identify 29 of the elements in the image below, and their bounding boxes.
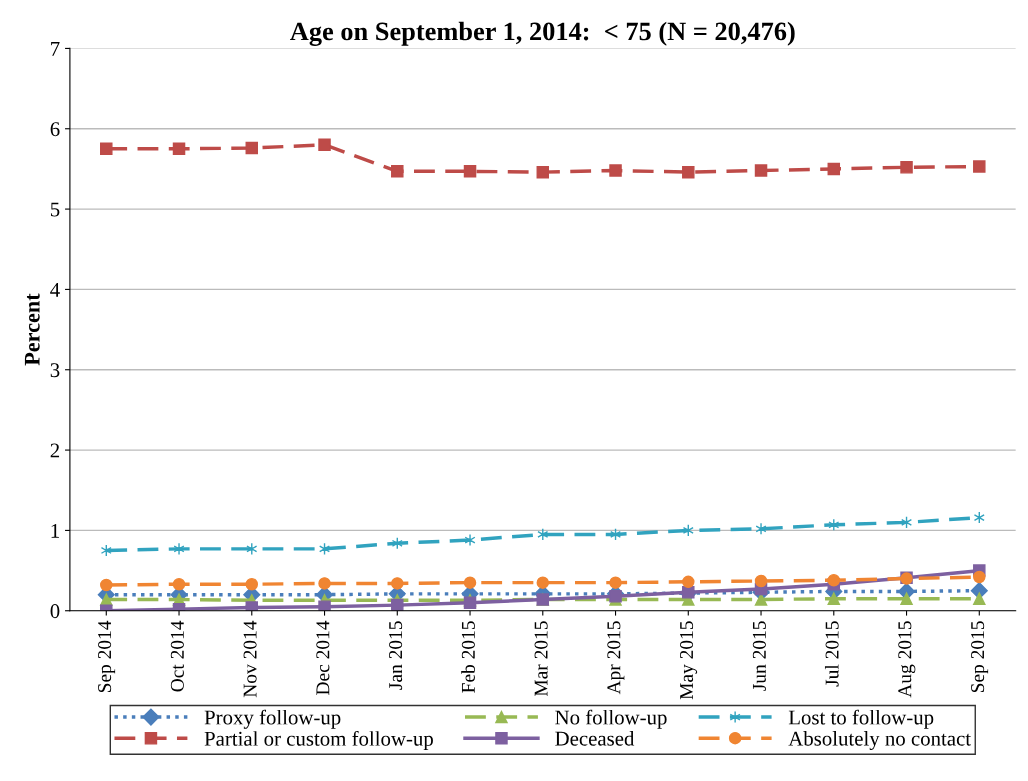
y-tick-label: 5	[50, 202, 60, 217]
y-tick-label: 1	[51, 523, 59, 538]
y-tick-label: 4	[50, 282, 60, 297]
x-tick-label: Mar 2015	[534, 621, 548, 697]
x-tick-label: Apr 2015	[607, 621, 625, 695]
legend-label: Proxy follow-up	[204, 709, 341, 729]
x-tick-label: Aug 2015	[898, 621, 916, 698]
x-tick-label: Sep 2015	[971, 621, 989, 693]
y-tick-label: 3	[50, 363, 60, 378]
y-tick-label: 7	[51, 42, 60, 56]
y-tick-label: 6	[50, 122, 60, 137]
y-tick-label: 2	[50, 443, 60, 458]
chart-title: Age on September 1, 2014: < 75 (N = 20,476)	[290, 21, 795, 46]
x-tick-label: May 2015	[679, 621, 698, 700]
x-tick-label: Oct 2014	[170, 620, 184, 692]
legend-label: Partial or custom follow-up	[204, 730, 433, 751]
legend-label: Lost to follow-up	[788, 709, 934, 729]
x-tick-label: Jul 2015	[824, 621, 839, 687]
x-tick-label: Feb 2015	[461, 621, 475, 693]
legend-label: Deceased	[555, 730, 635, 746]
x-tick-label: Nov 2014	[243, 620, 257, 698]
x-tick-label: Jun 2015	[752, 621, 766, 691]
x-tick-label: Dec 2014	[316, 620, 330, 695]
legend-label: Absolutely no contact	[788, 730, 971, 750]
x-tick-label: Jan 2015	[389, 621, 403, 690]
x-tick-label: Sep 2014	[98, 620, 116, 693]
y-axis-title: Percent	[24, 293, 40, 366]
legend-label: No follow-up	[555, 709, 667, 729]
y-tick-label: 0	[50, 604, 60, 619]
